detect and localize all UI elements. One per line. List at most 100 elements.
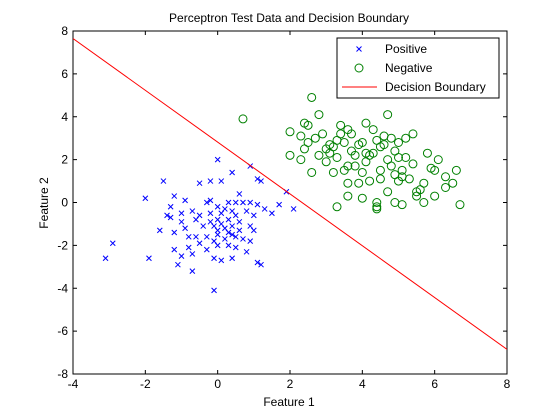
x-stroke — [247, 199, 254, 206]
positive-point — [167, 203, 174, 210]
x-stroke — [207, 197, 214, 204]
negative-point — [408, 129, 418, 139]
positive-point — [178, 210, 185, 217]
x-stroke — [189, 251, 196, 257]
negative-point — [455, 200, 465, 210]
x-stroke — [269, 210, 275, 217]
negative-point — [343, 178, 353, 188]
x-stroke — [189, 208, 196, 214]
positive-point — [269, 210, 275, 217]
x-stroke — [203, 246, 210, 253]
x-stroke — [240, 199, 246, 206]
negative-point — [404, 174, 414, 184]
x-stroke — [167, 203, 174, 210]
negative-point — [386, 133, 396, 143]
negative-point — [361, 118, 371, 128]
negative-point — [336, 129, 346, 139]
negative-point — [238, 114, 248, 124]
negative-point — [336, 120, 346, 130]
negative-point — [354, 178, 364, 188]
positive-point — [250, 227, 257, 234]
x-stroke — [196, 180, 203, 187]
x-stroke — [175, 261, 181, 268]
negative-point — [328, 167, 338, 177]
x-stroke — [229, 231, 235, 238]
legend-marker-negative — [354, 63, 364, 73]
x-stroke — [200, 223, 207, 229]
positive-point — [211, 287, 217, 294]
positive-point — [214, 227, 221, 234]
positive-point — [164, 212, 170, 219]
x-tick-label: 4 — [359, 377, 366, 391]
x-stroke — [196, 212, 203, 219]
legend-box — [336, 37, 500, 99]
negative-point — [390, 170, 400, 180]
x-stroke — [229, 223, 235, 229]
x-stroke — [218, 178, 225, 184]
x-stroke — [225, 216, 232, 223]
negative-point — [314, 150, 324, 160]
x-stroke — [193, 233, 199, 240]
x-stroke — [218, 257, 225, 264]
x-stroke — [250, 212, 257, 219]
negative-point — [386, 161, 396, 171]
legend-entry-label: Decision Boundary — [385, 80, 486, 94]
negative-point — [368, 125, 378, 135]
positive-point — [193, 233, 199, 240]
legend-marker-positive — [356, 46, 362, 52]
negative-point — [408, 159, 418, 169]
x-stroke — [214, 231, 221, 238]
x-stroke — [211, 238, 217, 244]
positive-point — [290, 206, 297, 212]
positive-point — [225, 229, 232, 236]
positive-point — [203, 233, 210, 240]
x-stroke — [109, 240, 116, 247]
x-stroke — [229, 255, 235, 262]
x-stroke — [247, 238, 254, 244]
x-stroke — [167, 214, 174, 221]
negative-point — [441, 172, 451, 182]
positive-point — [236, 218, 243, 225]
x-tick-label: 2 — [287, 377, 294, 391]
x-stroke — [222, 225, 228, 232]
positive-point — [171, 246, 178, 253]
x-stroke — [218, 221, 225, 227]
x-tick-label: 8 — [504, 377, 511, 391]
decision-boundary-line — [73, 38, 507, 350]
negative-point — [357, 137, 367, 147]
x-stroke — [156, 227, 163, 234]
negative-point — [303, 137, 313, 147]
x-stroke — [211, 223, 217, 229]
negative-point — [397, 165, 407, 175]
positive-point — [160, 178, 167, 184]
positive-point — [178, 253, 185, 259]
negative-point — [375, 174, 385, 184]
y-tick-label: -4 — [57, 281, 68, 295]
positive-point — [171, 229, 178, 236]
x-stroke — [203, 199, 210, 206]
x-stroke — [185, 233, 192, 240]
x-stroke — [254, 201, 261, 208]
chart-title: Perceptron Test Data and Decision Bounda… — [169, 11, 409, 25]
negative-point — [285, 150, 295, 160]
positive-point — [146, 255, 152, 262]
negative-point — [307, 167, 317, 177]
positive-point — [254, 259, 261, 266]
positive-point — [196, 212, 203, 219]
x-stroke — [207, 210, 214, 217]
negative-point — [318, 129, 328, 139]
positive-point — [232, 199, 239, 206]
x-stroke — [164, 212, 170, 219]
negative-point — [451, 165, 461, 175]
negative-point — [379, 140, 389, 150]
x-stroke — [229, 208, 235, 214]
positive-point — [196, 240, 203, 247]
negative-point — [397, 200, 407, 210]
legend-entry-label: Positive — [385, 42, 427, 56]
x-stroke — [160, 178, 167, 184]
x-tick-label: 6 — [431, 377, 438, 391]
y-tick-label: 8 — [61, 24, 68, 38]
data-layer — [73, 38, 507, 350]
x-stroke — [207, 178, 214, 184]
negative-point — [394, 137, 403, 147]
